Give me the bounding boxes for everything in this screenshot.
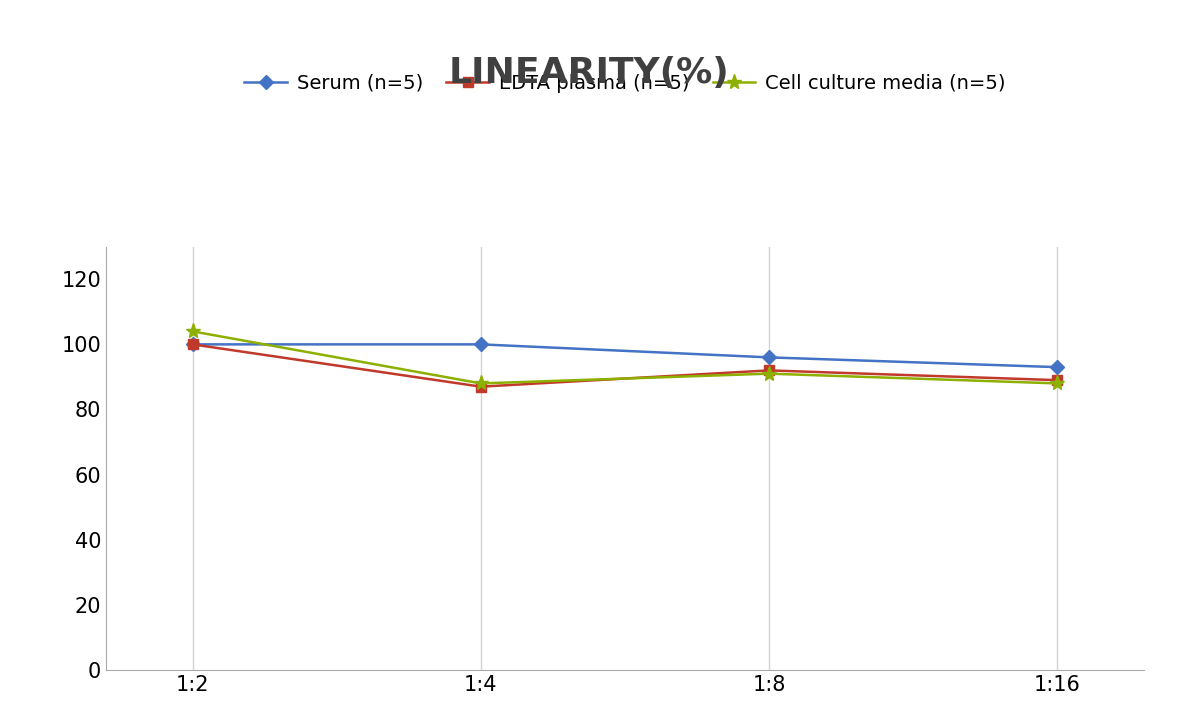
EDTA plasma (n=5) bbox=[474, 382, 488, 391]
EDTA plasma (n=5) bbox=[1050, 376, 1065, 384]
Cell culture media (n=5) bbox=[185, 327, 199, 336]
Serum (n=5) bbox=[185, 340, 199, 348]
Line: EDTA plasma (n=5): EDTA plasma (n=5) bbox=[187, 340, 1062, 391]
Legend: Serum (n=5), EDTA plasma (n=5), Cell culture media (n=5): Serum (n=5), EDTA plasma (n=5), Cell cul… bbox=[236, 66, 1014, 101]
EDTA plasma (n=5) bbox=[762, 366, 776, 374]
Serum (n=5) bbox=[1050, 363, 1065, 372]
Line: Serum (n=5): Serum (n=5) bbox=[187, 340, 1062, 372]
Line: Cell culture media (n=5): Cell culture media (n=5) bbox=[185, 324, 1065, 391]
Serum (n=5) bbox=[762, 353, 776, 362]
EDTA plasma (n=5) bbox=[185, 340, 199, 348]
Cell culture media (n=5) bbox=[762, 369, 776, 378]
Text: LINEARITY(%): LINEARITY(%) bbox=[449, 56, 730, 90]
Cell culture media (n=5) bbox=[474, 379, 488, 388]
Serum (n=5) bbox=[474, 340, 488, 348]
Cell culture media (n=5) bbox=[1050, 379, 1065, 388]
